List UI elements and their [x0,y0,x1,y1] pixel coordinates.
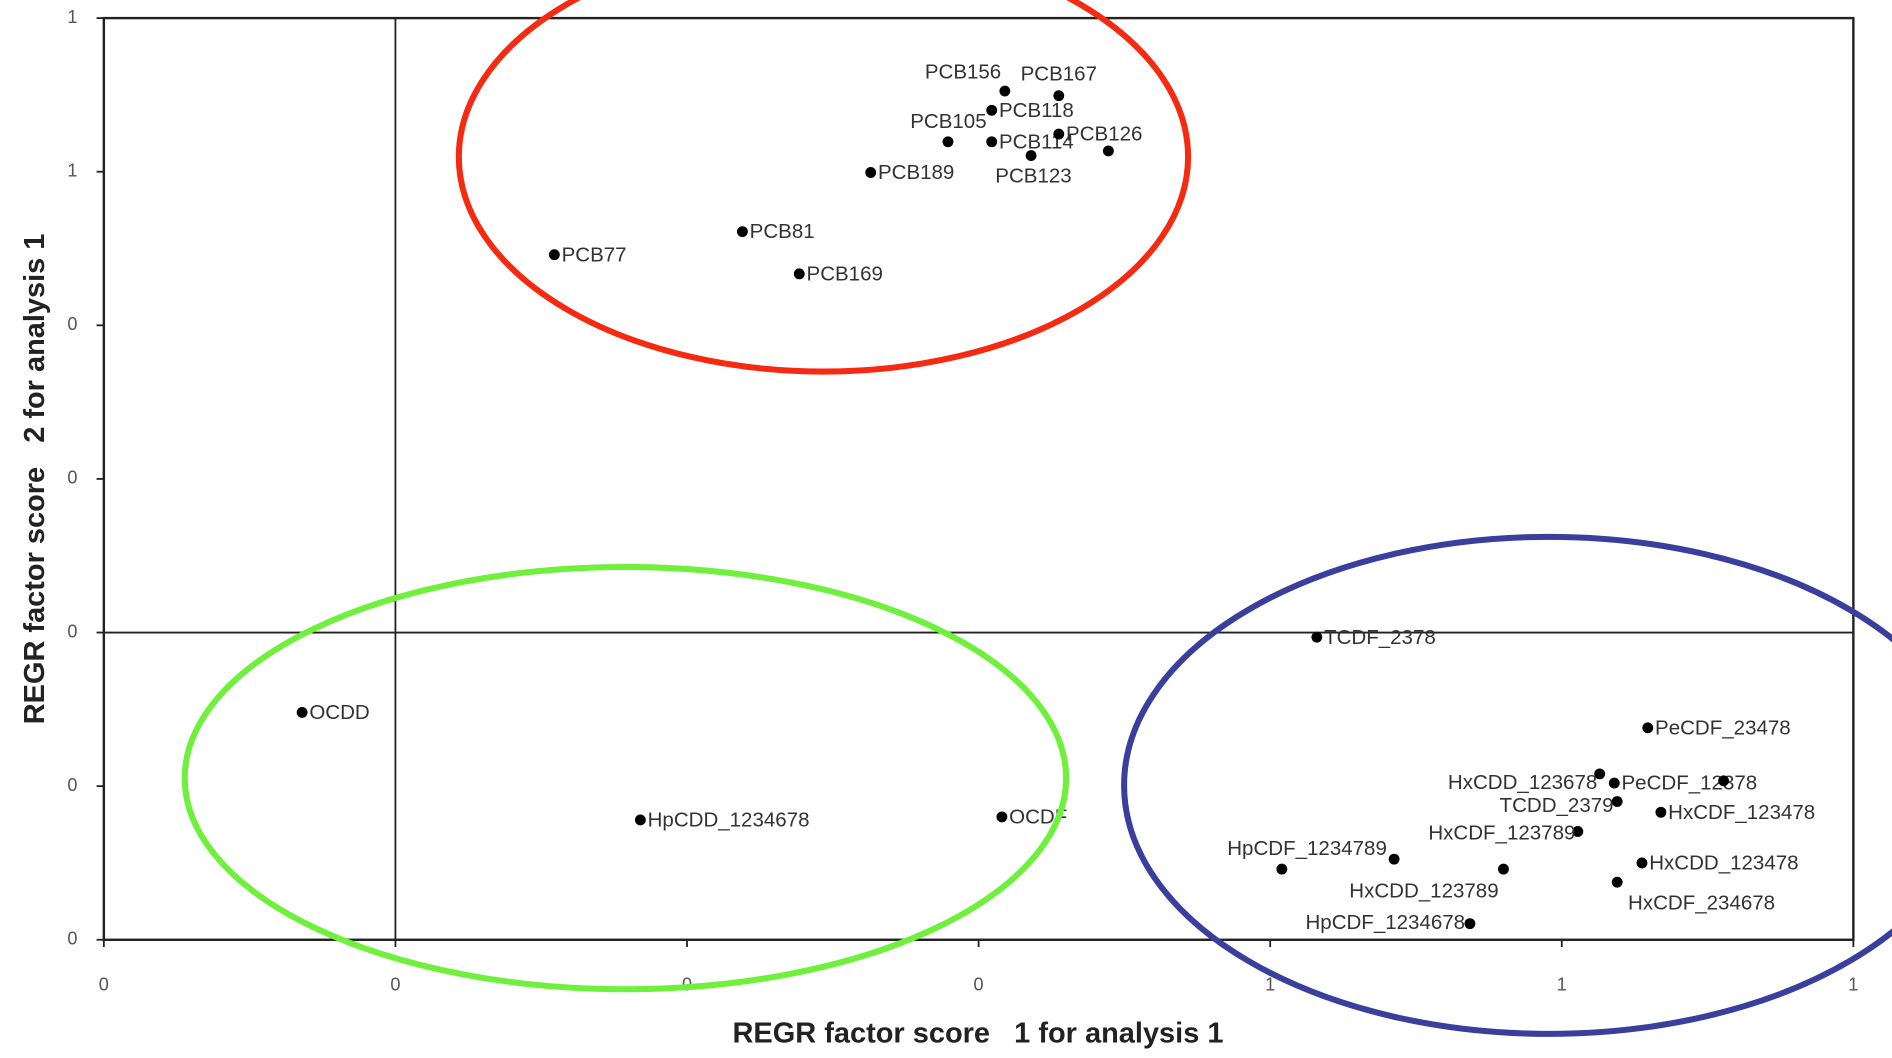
y-tick-label: 0 [67,775,77,795]
point [986,136,998,148]
point-label: PCB118 [999,99,1074,122]
point-label: PCB123 [995,165,1071,188]
point [942,136,954,148]
point [1611,796,1623,807]
point [548,249,560,261]
y-tick-label: 1 [67,160,77,180]
x-axis-title: REGR factor score 1 for analysis 1 [732,1018,1223,1050]
point [1608,777,1620,789]
point-label: PCB126 [1066,123,1142,146]
point-label: PeCDF_12378 [1622,772,1758,795]
point [996,811,1008,823]
y-tick-label: 0 [67,621,77,641]
point-label: OCDF [1009,806,1067,829]
point [1025,150,1037,162]
point-label: PCB81 [750,220,815,243]
point [1311,631,1323,643]
point-label: TCDD_2379 [1500,794,1614,817]
point [1276,863,1288,875]
point [296,706,308,718]
point [1388,853,1400,865]
group-ellipse [455,0,1191,375]
point [1594,768,1606,780]
point-label: HxCDD_123678 [1448,771,1597,794]
point-label: HxCDD_123478 [1649,852,1798,875]
y-tick-label: 0 [67,314,77,334]
point-label: HxCDF_123478 [1668,801,1815,824]
group-ellipse [1121,533,1892,1037]
point [1718,775,1730,787]
y-tick-label: 0 [67,929,77,949]
point-label: HpCDD_1234678 [648,809,810,832]
y-tick-label: 1 [67,7,77,27]
group-ellipse [181,563,1070,993]
x-tick-label: 0 [974,974,984,994]
point [1572,826,1584,837]
point [986,104,998,116]
y-tick-label: 0 [67,468,77,488]
x-tick-label: 1 [1557,974,1567,994]
x-tick-label: 0 [390,974,400,994]
point [1498,863,1509,875]
point [865,167,877,178]
point-label: HpCDF_1234678 [1305,911,1465,934]
point-label: PCB156 [925,60,1001,83]
point [1611,876,1623,888]
point [736,226,748,238]
point-label: HxCDF_123789 [1428,821,1575,844]
point-label: OCDD [309,701,369,724]
point [634,814,646,826]
point [1102,145,1114,157]
x-tick-label: 0 [99,974,109,994]
point-label: PCB105 [910,110,986,133]
point-label: HpCDF_1234789 [1227,837,1387,860]
y-axis-title: REGR factor score 2 for analysis 1 [19,234,51,725]
x-tick-label: 1 [1848,974,1858,994]
point-label: HxCDD_123789 [1349,879,1498,902]
point-label: PCB169 [807,262,883,285]
point [1053,128,1065,140]
point [793,268,805,280]
point [1464,918,1476,930]
point-label: HxCDF_234678 [1628,891,1775,914]
point [1642,722,1654,734]
point-label: TCDF_2378 [1324,626,1436,649]
point [1636,857,1648,869]
point-label: PeCDF_23478 [1655,716,1791,739]
point [1655,806,1667,818]
x-tick-label: 1 [1265,974,1275,994]
point-label: PCB189 [878,161,954,184]
point [999,85,1011,97]
point-label: PCB77 [562,243,627,266]
point-label: PCB167 [1021,63,1097,86]
point [1053,90,1065,102]
